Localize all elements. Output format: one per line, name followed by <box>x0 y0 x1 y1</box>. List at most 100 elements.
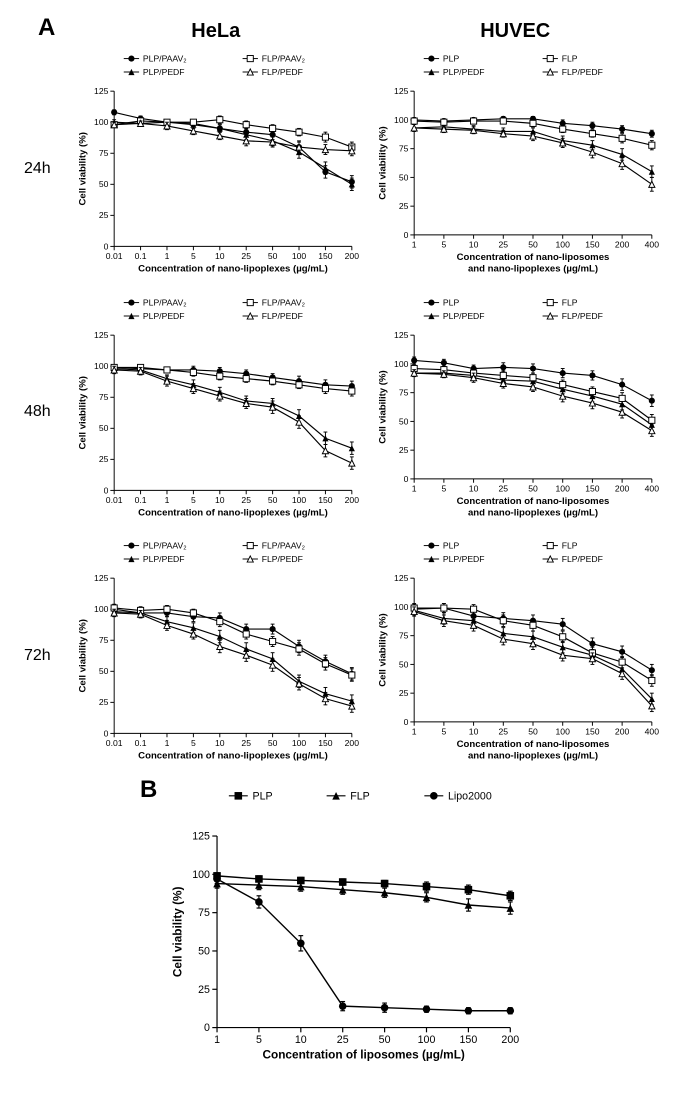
chart-row: 72h02550751001250.010.115102550100150200… <box>66 534 665 778</box>
svg-text:400: 400 <box>644 239 659 249</box>
svg-text:FLP/PEDF: FLP/PEDF <box>262 310 303 320</box>
chart-row: 24h02550751001250.010.115102550100150200… <box>66 47 665 291</box>
chart-cell: 02550751001250.010.115102550100150200Cel… <box>66 534 366 778</box>
svg-text:75: 75 <box>398 144 408 154</box>
svg-text:100: 100 <box>292 251 307 261</box>
svg-text:100: 100 <box>394 602 409 612</box>
panel-a-label: A <box>38 14 55 42</box>
svg-text:10: 10 <box>215 494 225 504</box>
svg-text:25: 25 <box>398 688 408 698</box>
svg-text:PLP/PEDF: PLP/PEDF <box>442 67 484 77</box>
svg-text:75: 75 <box>99 635 109 645</box>
svg-text:0: 0 <box>204 1022 210 1034</box>
svg-text:0.01: 0.01 <box>106 494 123 504</box>
svg-text:FLP/PAAV₂: FLP/PAAV₂ <box>262 541 305 551</box>
svg-text:0: 0 <box>403 717 408 727</box>
svg-text:100: 100 <box>394 115 409 125</box>
svg-text:25: 25 <box>241 738 251 748</box>
chart-cell: 02550751001250.010.115102550100150200Cel… <box>66 291 366 535</box>
svg-text:75: 75 <box>99 148 109 158</box>
svg-text:PLP/PAAV₂: PLP/PAAV₂ <box>143 297 187 307</box>
svg-text:200: 200 <box>345 251 360 261</box>
svg-text:FLP/PAAV₂: FLP/PAAV₂ <box>262 53 305 63</box>
chart: 025507510012515102550100150200400Cell vi… <box>372 293 660 533</box>
chart: 02550751001250.010.115102550100150200Cel… <box>72 49 360 289</box>
svg-text:10: 10 <box>215 251 225 261</box>
svg-text:0.1: 0.1 <box>135 738 147 748</box>
svg-text:100: 100 <box>192 869 210 881</box>
svg-text:FLP/PEDF: FLP/PEDF <box>262 67 303 77</box>
svg-text:0: 0 <box>104 485 109 495</box>
svg-text:50: 50 <box>398 659 408 669</box>
svg-text:25: 25 <box>337 1034 349 1046</box>
svg-text:Lipo2000: Lipo2000 <box>448 790 492 802</box>
svg-text:50: 50 <box>398 172 408 182</box>
svg-text:Concentration of nano-liposome: Concentration of nano-liposomes <box>456 252 609 263</box>
svg-text:and nano-lipoplexes (µg/mL): and nano-lipoplexes (µg/mL) <box>467 263 597 274</box>
svg-text:25: 25 <box>99 454 109 464</box>
svg-text:50: 50 <box>99 179 109 189</box>
svg-text:5: 5 <box>441 727 446 737</box>
svg-text:25: 25 <box>498 239 508 249</box>
svg-text:200: 200 <box>345 494 360 504</box>
svg-text:25: 25 <box>398 445 408 455</box>
svg-text:100: 100 <box>94 361 109 371</box>
svg-text:FLP/PAAV₂: FLP/PAAV₂ <box>262 297 305 307</box>
svg-text:0: 0 <box>403 473 408 483</box>
svg-text:75: 75 <box>198 907 210 919</box>
svg-text:150: 150 <box>460 1034 478 1046</box>
svg-text:1: 1 <box>165 738 170 748</box>
chart-cell: 02550751001250.010.115102550100150200Cel… <box>66 47 366 291</box>
svg-text:75: 75 <box>99 392 109 402</box>
svg-text:50: 50 <box>528 239 538 249</box>
svg-text:200: 200 <box>345 738 360 748</box>
svg-text:50: 50 <box>198 945 210 957</box>
svg-text:100: 100 <box>94 117 109 127</box>
svg-text:75: 75 <box>398 387 408 397</box>
svg-text:50: 50 <box>379 1034 391 1046</box>
svg-text:100: 100 <box>94 604 109 614</box>
svg-text:400: 400 <box>644 483 659 493</box>
svg-text:200: 200 <box>614 239 629 249</box>
svg-text:150: 150 <box>585 483 600 493</box>
svg-text:100: 100 <box>292 494 307 504</box>
svg-text:5: 5 <box>256 1034 262 1046</box>
svg-text:Cell viability (%): Cell viability (%) <box>77 376 88 449</box>
svg-text:50: 50 <box>268 738 278 748</box>
svg-text:125: 125 <box>192 830 210 842</box>
col-header-huvec: HUVEC <box>366 20 666 43</box>
svg-text:0: 0 <box>104 241 109 251</box>
svg-text:25: 25 <box>241 494 251 504</box>
svg-text:1: 1 <box>165 494 170 504</box>
svg-text:5: 5 <box>191 251 196 261</box>
row-label-48h: 48h <box>24 403 51 421</box>
svg-text:50: 50 <box>528 483 538 493</box>
svg-text:10: 10 <box>215 738 225 748</box>
svg-text:Concentration of nano-lipoplex: Concentration of nano-lipoplexes (µg/mL) <box>138 507 328 518</box>
svg-text:Cell viability (%): Cell viability (%) <box>377 126 388 199</box>
chart: 02550751001250.010.115102550100150200Cel… <box>72 293 360 533</box>
svg-text:50: 50 <box>99 423 109 433</box>
svg-text:100: 100 <box>292 738 307 748</box>
svg-text:400: 400 <box>644 727 659 737</box>
svg-text:10: 10 <box>468 727 478 737</box>
svg-text:PLP: PLP <box>253 790 273 802</box>
svg-text:Cell viability (%): Cell viability (%) <box>77 619 88 692</box>
svg-text:PLP/PEDF: PLP/PEDF <box>442 554 484 564</box>
svg-text:200: 200 <box>614 727 629 737</box>
svg-text:FLP/PEDF: FLP/PEDF <box>561 310 602 320</box>
svg-text:PLP/PEDF: PLP/PEDF <box>143 67 185 77</box>
svg-text:0.01: 0.01 <box>106 251 123 261</box>
svg-text:125: 125 <box>94 573 109 583</box>
svg-text:1: 1 <box>411 483 416 493</box>
panel-b-label: B <box>140 776 157 804</box>
svg-text:125: 125 <box>94 86 109 96</box>
svg-text:PLP: PLP <box>442 297 459 307</box>
svg-text:PLP/PEDF: PLP/PEDF <box>143 310 185 320</box>
svg-text:FLP/PEDF: FLP/PEDF <box>561 67 602 77</box>
svg-text:Concentration of nano-lipoplex: Concentration of nano-lipoplexes (µg/mL) <box>138 750 328 761</box>
svg-text:0.1: 0.1 <box>135 251 147 261</box>
svg-text:FLP: FLP <box>350 790 370 802</box>
svg-text:FLP: FLP <box>561 53 577 63</box>
chart: 025507510012515102550100150200400Cell vi… <box>372 49 660 289</box>
